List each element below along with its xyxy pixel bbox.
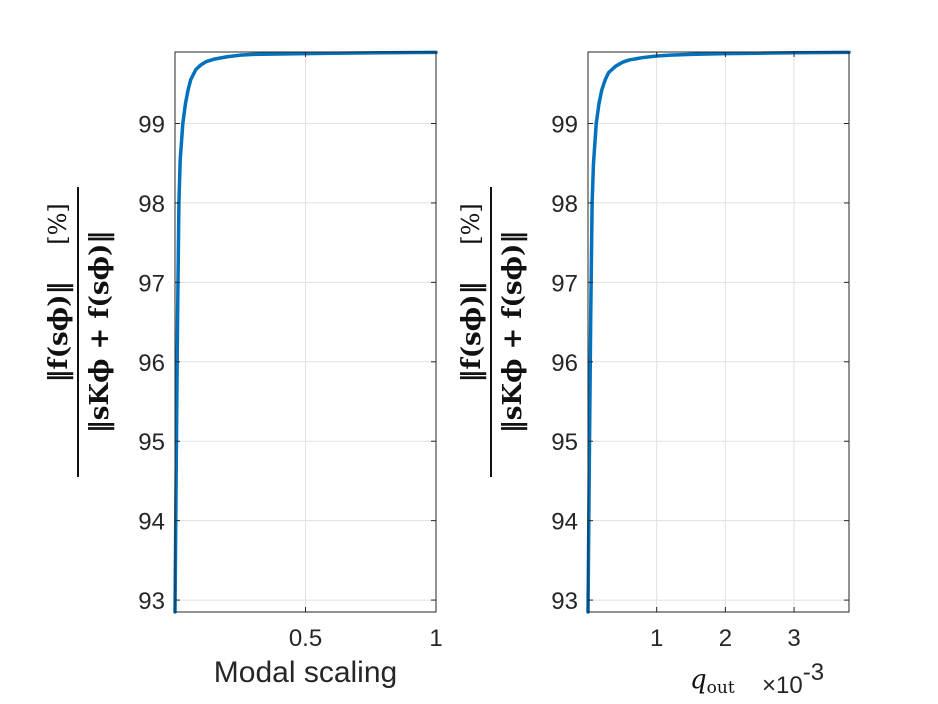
y-tick-label: 94 — [551, 509, 578, 536]
y-tick-label: 96 — [138, 350, 165, 377]
x-axis-label: Modal scaling — [214, 656, 397, 689]
y-axis-label: ‖f(sϕ)‖ ‖sKϕ + f(sϕ)‖ [%] — [457, 187, 528, 477]
y-tick-label: 98 — [138, 191, 165, 218]
y-tick-label: 96 — [551, 350, 578, 377]
y-tick-label: 93 — [551, 588, 578, 615]
y-tick-label: 97 — [551, 270, 578, 297]
y-tick-label: 94 — [138, 509, 165, 536]
x-tick-label: 2 — [719, 625, 732, 652]
y-tick-label: 99 — [138, 111, 165, 138]
y-label-unit: [%] — [44, 203, 72, 245]
y-label-denominator: ‖sKϕ + f(sϕ)‖ — [498, 231, 528, 434]
chart-panel-1: 93 94 95 96 97 98 99 0.5 1 Modal scaling ‖f(sϕ)‖ ‖s… — [44, 50, 443, 689]
x-tick-label: 3 — [787, 625, 800, 652]
series-line — [586, 50, 851, 614]
y-label-numerator: ‖f(sϕ)‖ — [44, 282, 74, 383]
series-line — [173, 50, 438, 614]
y-tick-label: 95 — [138, 429, 165, 456]
plot-area — [588, 52, 849, 612]
y-tick-label: 99 — [551, 111, 578, 138]
x-tick-label: 1 — [429, 625, 442, 652]
y-label-numerator: ‖f(sϕ)‖ — [457, 282, 487, 383]
x-tick-label: 1 — [650, 625, 663, 652]
chart-panel-2: 93 94 95 96 97 98 99 1 2 3 qout ×10-3 ‖f(sϕ)‖ ‖sKϕ + … — [457, 50, 851, 699]
y-label-unit: [%] — [457, 203, 485, 245]
x-axis-label: qout — [690, 665, 735, 698]
x-exponent-label: ×10-3 — [762, 659, 824, 699]
y-tick-label: 95 — [551, 429, 578, 456]
y-axis-label: ‖f(sϕ)‖ ‖sKϕ + f(sϕ)‖ [%] — [44, 187, 115, 477]
axes-box — [587, 51, 850, 613]
y-tick-label: 93 — [138, 588, 165, 615]
y-tick-label: 97 — [138, 270, 165, 297]
x-tick-label: 0.5 — [289, 625, 322, 652]
y-label-denominator: ‖sKϕ + f(sϕ)‖ — [85, 231, 115, 434]
y-tick-label: 98 — [551, 191, 578, 218]
